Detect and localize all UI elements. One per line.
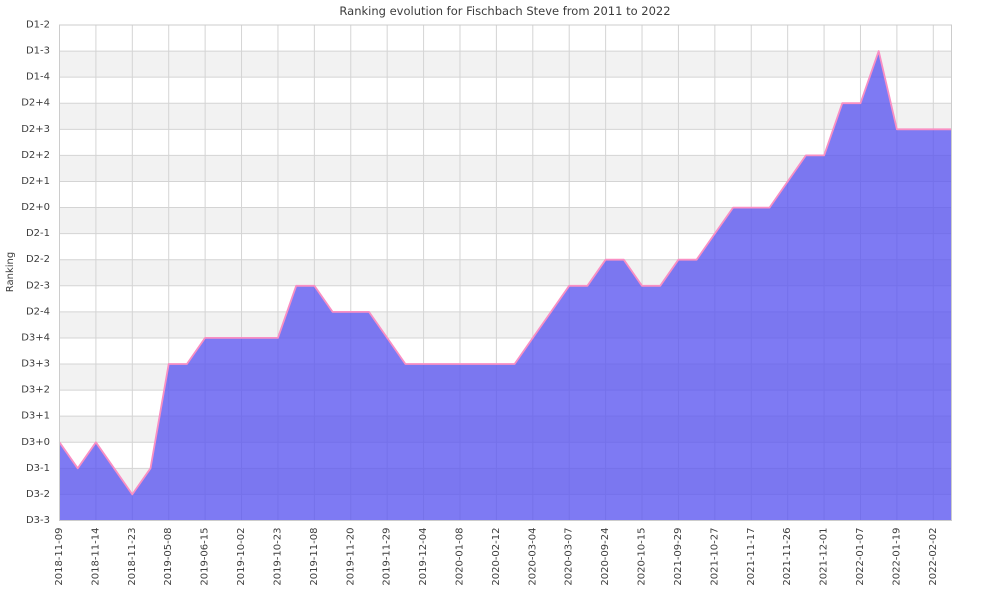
y-tick-label: D3+3: [21, 359, 50, 370]
x-tick-label: 2019-10-02: [236, 528, 247, 586]
y-tick-label: D2+4: [21, 98, 50, 109]
y-tick-label: D2-3: [26, 280, 50, 291]
y-tick-label: D2-1: [26, 228, 50, 239]
x-tick-label: 2021-11-17: [746, 528, 757, 586]
row-band: [59, 77, 952, 104]
x-tick-label: 2019-12-04: [418, 528, 429, 586]
y-tick-label: D1-4: [26, 72, 50, 83]
x-tick-label: 2020-02-12: [491, 528, 502, 586]
x-tick-label: 2018-11-09: [54, 528, 65, 586]
y-tick-label: D3+2: [21, 385, 50, 396]
y-tick-label: D2+3: [21, 124, 50, 135]
y-tick-label: D1-3: [26, 46, 50, 57]
x-tick-label: 2020-10-15: [637, 528, 648, 586]
y-tick-label: D3-2: [26, 489, 50, 500]
y-tick-label: D2-4: [26, 306, 50, 317]
row-band: [59, 103, 952, 130]
y-tick-label: D2-2: [26, 254, 50, 265]
x-tick-label: 2022-01-07: [855, 528, 866, 586]
x-tick-label: 2019-11-29: [382, 528, 393, 586]
x-tick-label: 2020-09-24: [600, 528, 611, 586]
y-tick-label: D1-2: [26, 20, 50, 31]
x-axis-tick-labels: 2018-11-09 2018-11-14 2018-11-23 2019-05-08…: [54, 528, 939, 586]
x-tick-label: 2018-11-23: [127, 528, 138, 586]
chart-title: Ranking evolution for Fischbach Steve fr…: [339, 4, 670, 18]
series-line: [58, 50, 952, 496]
x-tick-label: 2018-11-14: [90, 528, 101, 586]
x-tick-label: 2019-11-20: [345, 528, 356, 586]
x-tick-label: 2020-03-07: [564, 528, 575, 586]
y-tick-label: D3+0: [21, 437, 50, 448]
plot-border: [59, 24, 952, 521]
y-tick-label: D2+1: [21, 176, 50, 187]
area-series: [59, 51, 952, 521]
x-tick-label: 2019-05-08: [163, 528, 174, 586]
x-tick-label: 2019-06-15: [200, 528, 211, 586]
ranking-area: [59, 51, 952, 521]
x-tick-label: 2022-01-19: [891, 528, 902, 586]
x-tick-label: 2021-12-01: [819, 528, 830, 586]
row-band: [59, 25, 952, 52]
plot-outline: [59, 24, 952, 521]
row-band: [59, 129, 952, 156]
y-axis-label: Ranking: [5, 252, 16, 292]
y-axis-tick-labels: D1-2 D1-3 D1-4 D2+4 D2+3 D2+2 D2+1 D2+0 D2-1 D2-2…: [21, 20, 50, 527]
x-tick-label: 2020-03-04: [527, 528, 538, 586]
ranking-line: [58, 50, 952, 496]
y-tick-label: D3+4: [21, 332, 50, 343]
x-tick-label: 2019-11-08: [309, 528, 320, 586]
x-tick-label: 2019-10-23: [272, 528, 283, 586]
x-tick-label: 2021-10-27: [709, 528, 720, 586]
x-tick-label: 2022-02-02: [928, 528, 939, 586]
row-band: [59, 51, 952, 78]
y-tick-label: D3-1: [26, 463, 50, 474]
y-tick-label: D2+2: [21, 150, 50, 161]
x-tick-label: 2020-01-08: [454, 528, 465, 586]
y-tick-label: D2+0: [21, 202, 50, 213]
x-tick-label: 2021-09-29: [673, 528, 684, 586]
y-tick-label: D3+1: [21, 411, 50, 422]
y-tick-label: D3-3: [26, 515, 50, 526]
x-tick-label: 2021-11-26: [782, 528, 793, 586]
